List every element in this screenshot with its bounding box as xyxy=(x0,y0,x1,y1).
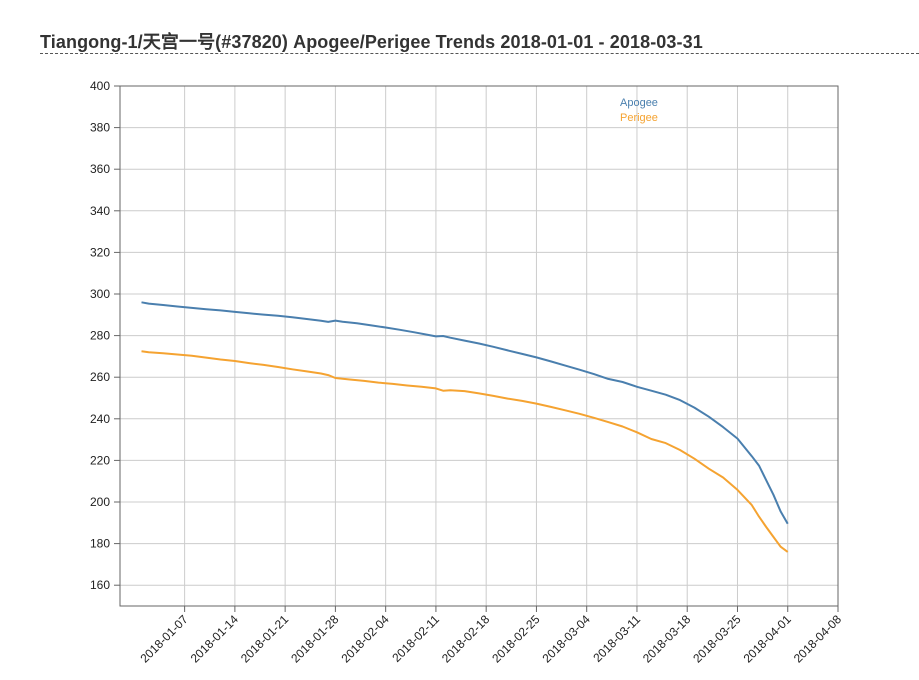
x-tick-label: 2018-04-08 xyxy=(791,612,845,666)
y-tick-label: 240 xyxy=(90,412,110,426)
x-tick-label: 2018-02-11 xyxy=(389,612,442,665)
x-tick-label: 2018-03-04 xyxy=(540,612,594,666)
y-tick-label: 280 xyxy=(90,329,110,343)
x-tick-label: 2018-02-18 xyxy=(439,612,493,666)
x-tick-label: 2018-02-04 xyxy=(338,612,392,666)
chart-lines xyxy=(141,301,789,553)
y-tick-label: 340 xyxy=(90,204,110,218)
page-title: Tiangong-1/天宫一号(#37820) Apogee/Perigee T… xyxy=(40,32,703,52)
y-tick-label: 320 xyxy=(90,245,110,259)
y-tick-label: 300 xyxy=(90,287,110,301)
series-line-apogee xyxy=(141,301,789,525)
x-tick-label: 2018-03-11 xyxy=(590,612,643,665)
x-tick-label: 2018-02-25 xyxy=(489,612,543,666)
x-axis: 2018-01-072018-01-142018-01-212018-01-28… xyxy=(137,606,844,666)
y-tick-label: 260 xyxy=(90,370,110,384)
x-tick-label: 2018-01-07 xyxy=(137,612,191,666)
y-tick-label: 220 xyxy=(90,453,110,467)
plot-frame xyxy=(119,85,839,607)
chart-legend: Apogee Perigee xyxy=(620,97,658,124)
x-tick-label: 2018-04-01 xyxy=(741,612,795,666)
series-line-perigee xyxy=(141,350,789,553)
y-tick-label: 400 xyxy=(90,79,110,93)
y-tick-label: 180 xyxy=(90,537,110,551)
x-tick-label: 2018-01-28 xyxy=(288,612,342,666)
y-tick-label: 200 xyxy=(90,495,110,509)
legend-item-perigee: Perigee xyxy=(620,112,658,124)
y-tick-label: 380 xyxy=(90,121,110,135)
x-tick-label: 2018-01-21 xyxy=(238,612,292,666)
y-tick-label: 360 xyxy=(90,162,110,176)
legend-item-apogee: Apogee xyxy=(620,97,658,109)
y-axis: 160 180 200 220 240 260 280 300 320 340 360 380 400 xyxy=(90,79,120,592)
title-divider xyxy=(40,53,919,54)
y-tick-label: 160 xyxy=(90,578,110,592)
x-tick-label: 2018-03-18 xyxy=(640,612,694,666)
chart-grid xyxy=(120,85,839,606)
x-tick-label: 2018-03-25 xyxy=(690,612,744,666)
x-tick-label: 2018-01-14 xyxy=(188,612,242,666)
